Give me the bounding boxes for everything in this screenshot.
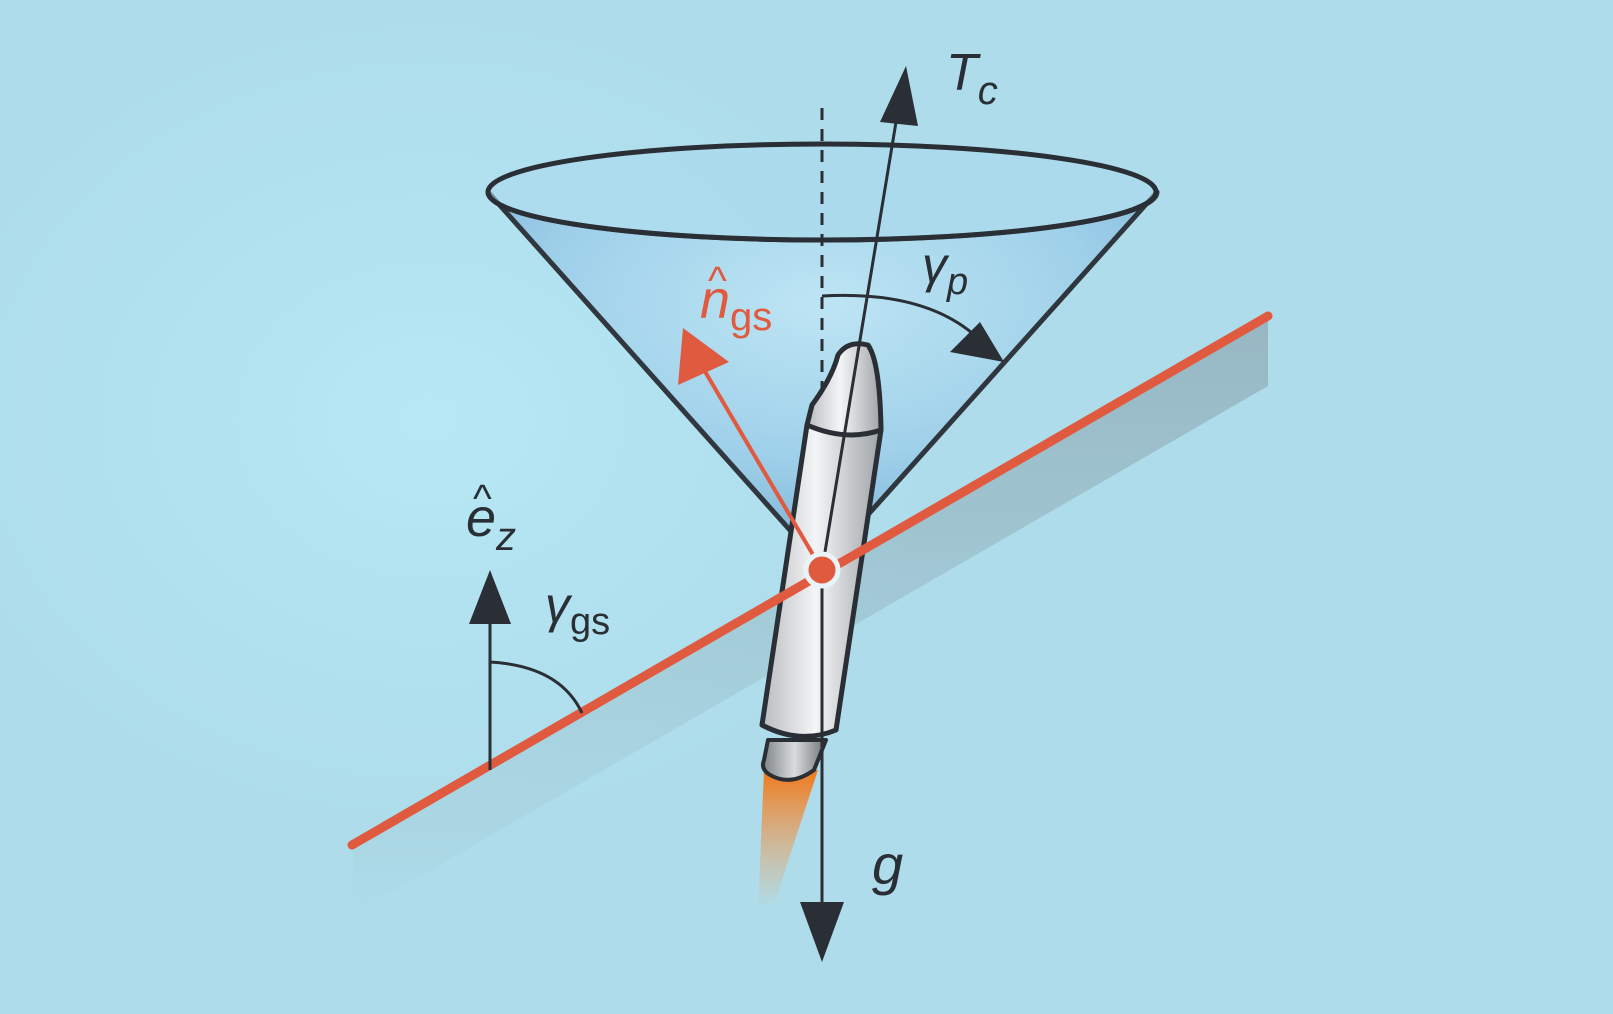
gravity-vector bbox=[800, 570, 844, 962]
normal-arrowhead bbox=[678, 328, 729, 385]
ez-arrowhead bbox=[469, 570, 511, 624]
svg-text:ez: ez bbox=[466, 488, 516, 559]
glideslope-normal-label: ^ ngs bbox=[700, 259, 772, 339]
vertical-unit-label: ^ ez bbox=[466, 477, 516, 559]
glideslope-angle-label: γgs bbox=[545, 577, 610, 643]
gravity-arrowhead bbox=[800, 902, 844, 962]
glideslope-angle-arc bbox=[489, 660, 584, 714]
thrust-arrowhead bbox=[880, 66, 918, 126]
svg-text:^: ^ bbox=[473, 477, 492, 521]
origin-point bbox=[803, 551, 841, 589]
svg-text:^: ^ bbox=[708, 259, 727, 303]
thrust-vector bbox=[820, 66, 918, 571]
rocket-flame bbox=[758, 770, 818, 910]
pointing-angle-arc bbox=[821, 293, 984, 344]
rocket-nosecone bbox=[804, 341, 884, 438]
rocket-nozzle bbox=[761, 738, 828, 782]
pointing-angle-arrowhead bbox=[950, 322, 1004, 362]
glideslope-normal-vector bbox=[678, 328, 824, 572]
pointing-angle-label: γp bbox=[922, 237, 968, 303]
gravity-label: g bbox=[872, 833, 903, 896]
thrust-label: Tc bbox=[946, 44, 998, 113]
svg-text:ngs: ngs bbox=[700, 270, 772, 339]
vertical-unit-vector bbox=[469, 570, 511, 770]
